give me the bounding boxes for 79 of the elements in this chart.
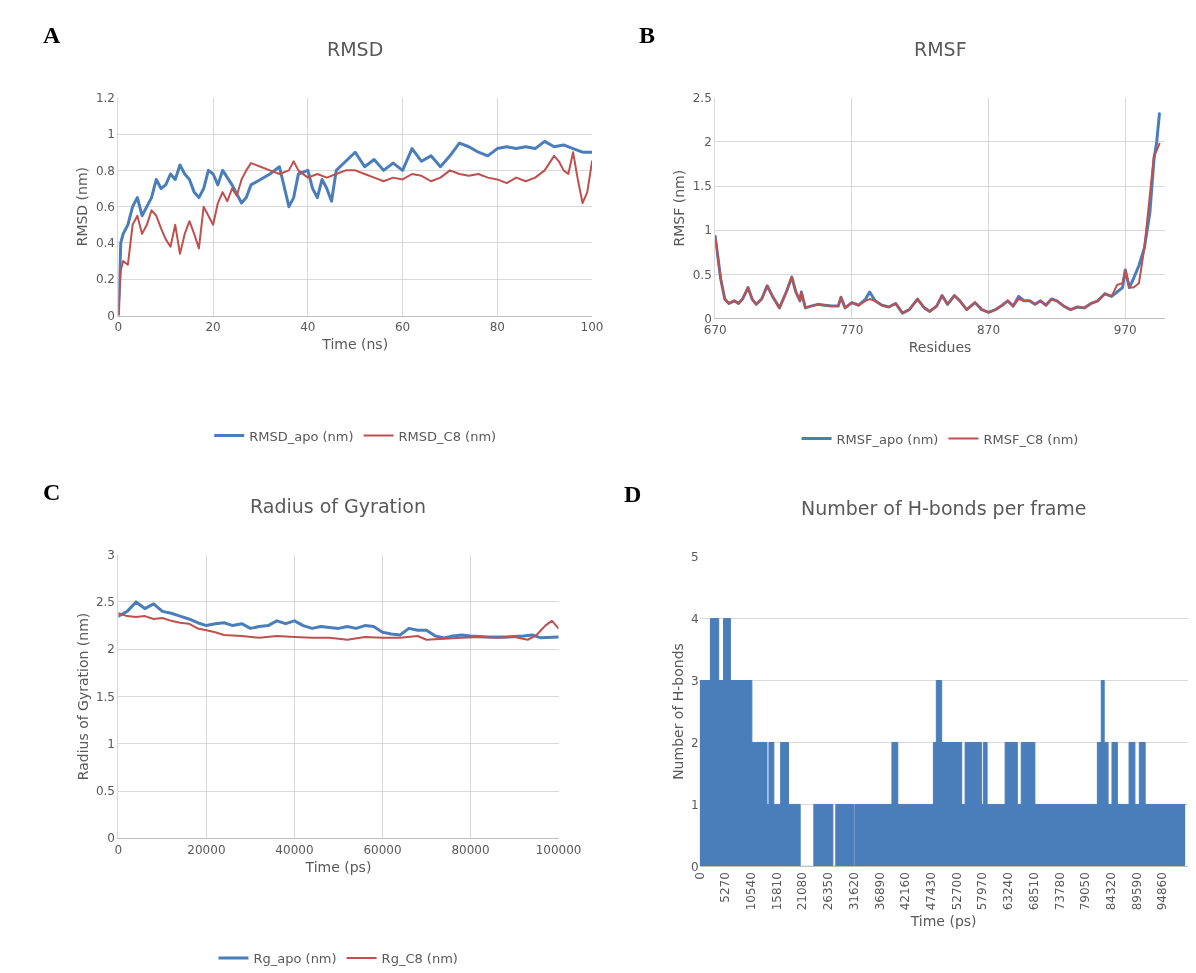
x-tick-label: 36890 [872,872,887,911]
y-tick-label: 2.5 [692,90,712,105]
y-tick-label: 0 [107,831,115,846]
x-tick-label: 40 [300,319,316,334]
text: D [624,481,642,507]
y-tick-label: 0 [691,859,699,874]
y-tick-label: 5 [691,549,699,564]
text: C [43,479,61,505]
legend-label: RMSD_C8 (nm) [398,428,497,444]
y-tick-label: 2.5 [95,595,115,610]
x-tick-label: 20000 [187,842,226,857]
y-axis-title: RMSF (nm) [671,169,688,247]
x-tick-label: 870 [977,322,1001,337]
y-tick-label: 1 [691,797,699,812]
legend-label: Rg_C8 (nm) [381,951,458,967]
legend-label: Rg_apo (nm) [253,951,337,967]
x-tick-label: 73780 [1052,872,1067,911]
y-tick-label: 0.6 [95,199,115,214]
x-tick-label: 47430 [924,872,938,911]
y-tick-label: 2 [107,642,115,657]
y-tick-label: 0 [107,308,115,323]
x-axis-title: Residues [908,339,972,356]
x-axis-title: Time (ps) [909,912,977,929]
x-tick-label: 770 [840,322,864,337]
x-tick-label: 100000 [535,842,582,857]
y-tick-label: 1 [107,127,115,142]
y-tick-label: 3 [107,547,115,562]
x-tick-label: 5270 [718,872,733,903]
x-tick-label: 970 [1113,322,1137,337]
y-tick-label: 0.8 [95,163,115,178]
x-tick-label: 79050 [1078,872,1093,911]
x-tick-label: 10540 [743,872,758,911]
y-tick-label: 0.5 [692,267,712,282]
text: A [43,22,61,48]
y-tick-label: 3 [691,673,699,688]
text: B [639,22,656,48]
legend-label: RMSD_apo (nm) [249,428,354,444]
y-axis-title: Number of H-bonds [669,643,686,780]
y-tick-label: 1.2 [95,90,115,105]
x-tick-label: 80 [489,319,505,334]
x-tick-label: 100 [580,319,604,334]
legend-label: RMSF_apo (nm) [836,431,939,447]
x-tick-label: 84320 [1104,872,1119,911]
chart-title: RMSD [327,38,384,60]
x-tick-label: 68510 [1026,872,1041,911]
x-tick-label: 21080 [795,872,810,911]
y-tick-label: 4 [691,611,699,626]
y-tick-label: 0.5 [95,784,115,799]
x-tick-label: 60 [394,319,411,334]
y-axis-title: RMSD (nm) [74,166,91,247]
x-tick-label: 60000 [363,842,402,857]
y-tick-label: 1 [107,736,115,751]
x-tick-label: 80000 [451,842,490,857]
chart-title: Radius of Gyration [250,495,426,517]
x-tick-label: 89590 [1129,872,1144,911]
y-tick-label: 1.5 [692,179,712,194]
x-tick-label: 670 [703,322,727,337]
x-tick-label: 26350 [821,872,836,911]
chart-title: RMSF [914,38,967,60]
x-axis-title: Time (ps) [304,858,372,875]
y-tick-label: 0.4 [95,236,115,251]
x-tick-label: 52700 [949,872,964,911]
x-tick-label: 57970 [975,872,990,911]
y-tick-label: 1 [704,223,712,238]
chart-title: Number of H-bonds per frame [801,497,1087,519]
y-tick-label: 2 [691,735,699,750]
x-tick-label: 20 [205,319,221,334]
x-axis-title: Time (ns) [321,336,389,353]
x-tick-label: 94860 [1155,872,1170,911]
x-tick-label: 40000 [275,842,314,857]
x-tick-label: 63240 [1001,872,1016,911]
legend-label: RMSF_C8 (nm) [983,431,1079,447]
y-tick-label: 0.2 [95,272,115,287]
y-axis-title: Radius of Gyration (nm) [74,612,91,781]
x-tick-label: 15810 [769,872,784,911]
y-tick-label: 1.5 [95,689,115,704]
x-tick-label: 42160 [898,872,913,911]
y-tick-label: 2 [704,135,712,150]
x-tick-label: 31620 [846,872,861,911]
